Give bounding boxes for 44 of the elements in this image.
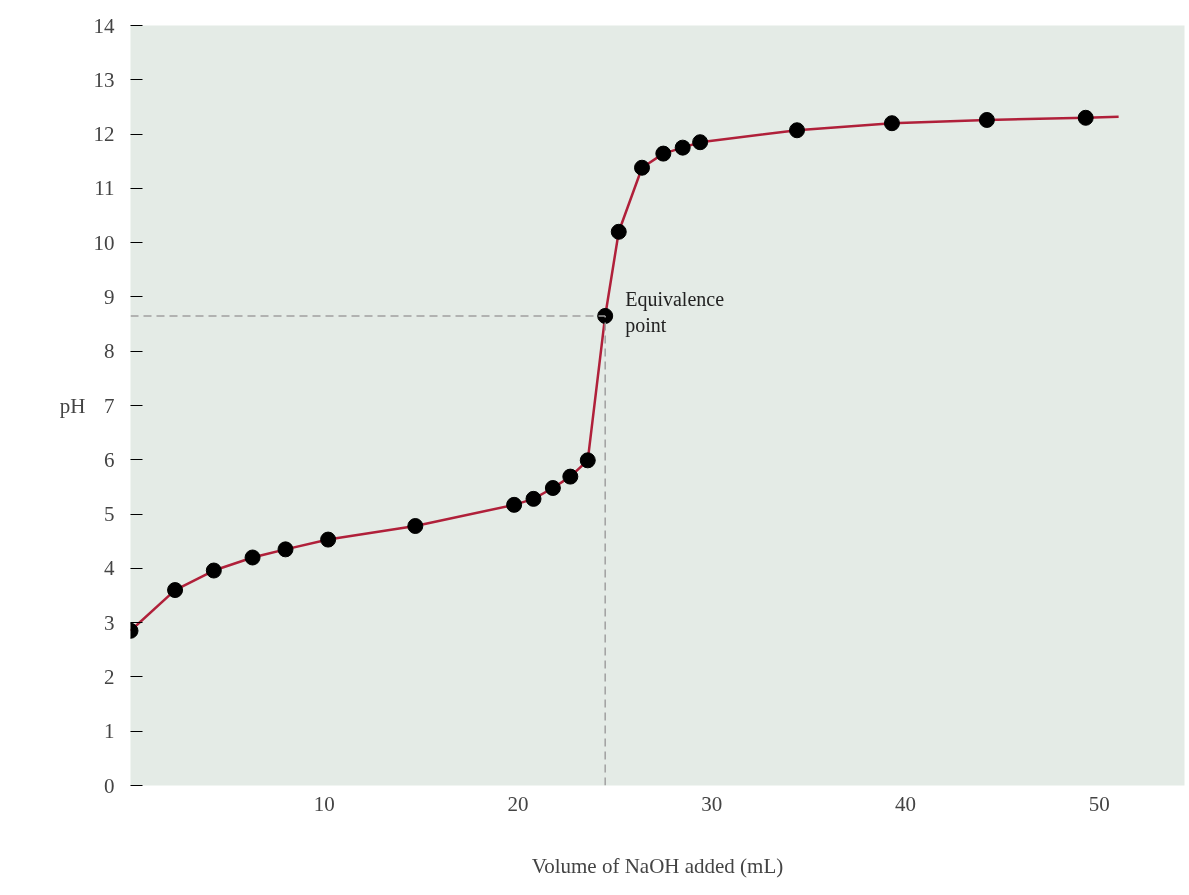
annotation: Equivalence point <box>625 287 725 337</box>
x-axis-title: Volume of NaOH added (mL) <box>531 853 784 878</box>
point <box>579 452 596 469</box>
point <box>978 111 995 128</box>
point <box>525 490 542 507</box>
point <box>789 122 805 139</box>
point <box>692 134 709 151</box>
x-tick-label: 40 <box>895 791 916 816</box>
point <box>167 582 184 599</box>
point <box>597 307 614 324</box>
y-axis-title: pH <box>59 393 86 418</box>
y-tick-label: 11 <box>94 176 115 201</box>
y-tick-label: 2 <box>104 664 115 689</box>
point <box>244 549 261 566</box>
point <box>655 145 672 162</box>
point <box>1077 109 1094 126</box>
y-tick-label: 13 <box>93 67 115 92</box>
y-tick-label: 10 <box>93 230 115 255</box>
point <box>205 562 222 579</box>
point <box>407 518 424 534</box>
point <box>883 115 900 132</box>
point <box>610 223 627 240</box>
y-tick-label: 3 <box>104 610 115 635</box>
y-tick-label: 8 <box>104 339 115 364</box>
point <box>277 541 294 558</box>
y-tick-label: 7 <box>104 393 115 418</box>
x-tick-label: 20 <box>507 791 529 816</box>
y-tick-label: 4 <box>104 556 115 581</box>
point <box>544 480 561 496</box>
point <box>562 468 579 485</box>
y-tick-label: 0 <box>104 773 115 798</box>
y-tick-label: 1 <box>104 719 115 744</box>
x-tick-label: 50 <box>1088 791 1110 816</box>
point <box>634 159 650 176</box>
y-tick-label: 6 <box>104 447 115 472</box>
y-tick-label: 12 <box>93 122 115 147</box>
point <box>506 496 523 513</box>
x-tick-label: 10 <box>313 791 335 816</box>
point <box>320 531 337 548</box>
x-tick-label: 30 <box>701 791 723 816</box>
y-tick-label: 14 <box>93 13 115 38</box>
y-tick-label: 9 <box>104 284 115 309</box>
y-tick-label: 5 <box>104 502 115 527</box>
point <box>674 139 691 156</box>
